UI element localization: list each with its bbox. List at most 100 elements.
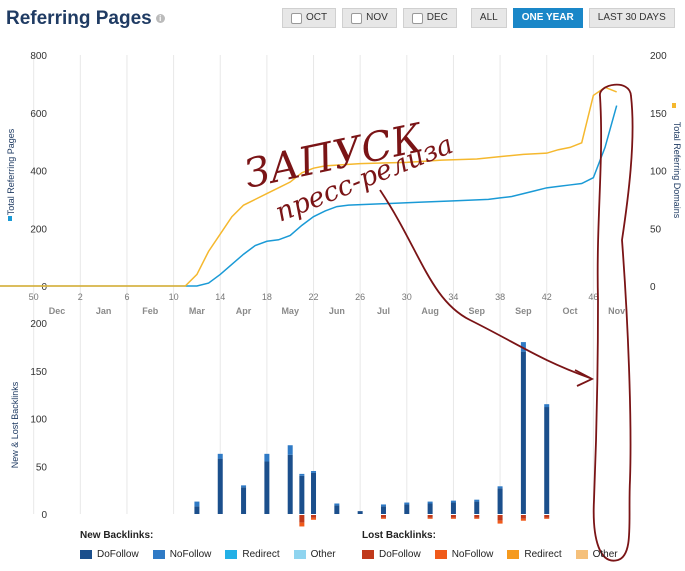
bar-lost-dofollow: [450, 515, 456, 518]
bar-new-nofollow: [544, 404, 550, 408]
lost-legend-item-dofollow[interactable]: DoFollow: [362, 549, 421, 560]
bar-tick-label: 50: [36, 462, 48, 473]
right-axis-swatch: [672, 103, 676, 108]
month-label: Jun: [329, 306, 345, 316]
bar-lost-nofollow: [497, 520, 503, 524]
bar-new-nofollow: [217, 453, 223, 459]
bar-new-nofollow: [474, 499, 480, 502]
new-backlinks-legend: New Backlinks: DoFollow NoFollow Redirect O…: [80, 530, 336, 560]
bar-axis-title: New & Lost Backlinks: [10, 381, 20, 468]
left-tick-label: 800: [30, 51, 47, 62]
range-toolbar: OCT NOV DEC ALL ONE YEAR LAST 30 DAYS: [282, 8, 675, 28]
right-tick-label: 200: [650, 51, 667, 62]
range-button-dec[interactable]: DEC: [402, 8, 457, 28]
bar-new-dofollow: [311, 472, 317, 514]
left-tick-label: 0: [41, 282, 47, 293]
range-button-label: OCT: [306, 12, 328, 23]
new-legend-title: New Backlinks:: [80, 530, 154, 541]
bar-lost-nofollow: [299, 522, 305, 527]
range-button-last-30-days[interactable]: LAST 30 DAYS: [588, 8, 675, 28]
checkbox-icon[interactable]: [411, 12, 423, 24]
annotation-arrow: [379, 189, 591, 379]
bar-new-nofollow: [241, 485, 247, 488]
bar-new-dofollow: [450, 502, 456, 514]
new-legend-item-nofollow[interactable]: NoFollow: [152, 549, 211, 560]
month-label: Jul: [377, 306, 390, 316]
bar-new-nofollow: [520, 342, 526, 352]
bar-new-dofollow: [334, 505, 340, 514]
legend-label: DoFollow: [379, 549, 421, 560]
range-button-label: DEC: [426, 12, 448, 23]
bar-new-nofollow: [194, 501, 200, 507]
bar-new-dofollow: [299, 475, 305, 514]
bar-new-dofollow: [357, 511, 363, 514]
range-button-label: NOV: [366, 12, 388, 23]
month-label: Sep: [515, 306, 532, 316]
week-tick-label: 34: [448, 292, 458, 302]
left-axis-title: Total Referring Pages: [6, 128, 16, 215]
right-axis-title: Total Referring Domains: [672, 122, 682, 219]
new-legend-item-other[interactable]: Other: [293, 549, 336, 560]
week-tick-label: 42: [542, 292, 552, 302]
bar-new-nofollow: [311, 471, 317, 473]
week-tick-label: 10: [169, 292, 179, 302]
bar-lost-nofollow: [474, 517, 480, 519]
lost-legend-title: Lost Backlinks:: [362, 530, 436, 541]
bar-tick-label: 150: [30, 367, 47, 378]
range-button-label: ONE YEAR: [521, 12, 574, 23]
checkbox-icon[interactable]: [291, 12, 302, 24]
new-legend-item-redirect[interactable]: Redirect: [225, 549, 280, 560]
bar-tick-label: 100: [30, 415, 47, 426]
legend-swatch: [293, 550, 306, 559]
lost-legend-item-redirect[interactable]: Redirect: [507, 549, 562, 560]
month-label: Mar: [189, 306, 206, 316]
page-title: Referring Pages i: [6, 8, 165, 30]
bar-lost-dofollow: [497, 515, 503, 521]
legend-swatch: [575, 550, 588, 559]
bar-lost-nofollow: [520, 518, 526, 521]
bar-lost-dofollow: [380, 515, 386, 518]
bar-new-dofollow: [241, 487, 247, 514]
month-label: Dec: [49, 306, 66, 316]
left-axis-swatch: [8, 216, 12, 221]
checkbox-icon[interactable]: [351, 12, 363, 24]
bar-lost-dofollow: [311, 515, 317, 518]
range-button-oct[interactable]: OCT: [282, 8, 337, 28]
bar-new-dofollow: [217, 458, 223, 514]
range-button-label: ALL: [479, 12, 498, 23]
bar-lost-nofollow: [544, 517, 550, 519]
bar-new-nofollow: [380, 504, 386, 507]
legend-swatch: [80, 550, 92, 559]
bar-new-nofollow: [287, 445, 293, 455]
bar-new-dofollow: [380, 506, 386, 514]
right-tick-label: 100: [650, 167, 667, 178]
month-label: Oct: [563, 306, 578, 316]
week-tick-label: 18: [262, 292, 272, 302]
range-button-nov[interactable]: NOV: [342, 8, 397, 28]
bar-new-dofollow: [404, 504, 410, 514]
bar-new-dofollow: [287, 454, 293, 514]
lost-legend-item-other[interactable]: Other: [575, 549, 618, 560]
bar-new-nofollow: [450, 500, 456, 503]
legend-swatch: [152, 550, 165, 559]
week-tick-label: 22: [309, 292, 319, 302]
bar-new-nofollow: [264, 453, 270, 462]
info-icon[interactable]: i: [155, 14, 165, 24]
bar-new-nofollow: [497, 486, 503, 489]
left-tick-label: 600: [30, 109, 47, 120]
legend-label: Redirect: [524, 549, 562, 560]
annotation-arrowhead: [574, 369, 595, 387]
bar-new-dofollow: [520, 351, 526, 514]
bar-new-dofollow: [264, 461, 270, 514]
annotation-oval: [592, 83, 634, 562]
lost-legend-item-nofollow[interactable]: NoFollow: [434, 549, 493, 560]
new-legend-item-dofollow[interactable]: DoFollow: [80, 549, 139, 560]
range-button-one-year[interactable]: ONE YEAR: [512, 8, 583, 28]
range-button-all[interactable]: ALL: [470, 8, 507, 28]
week-tick-label: 30: [402, 292, 412, 302]
week-tick-label: 26: [355, 292, 365, 302]
referring-domains-line: [0, 86, 617, 287]
legend-label: Redirect: [242, 549, 280, 560]
bar-lost-dofollow: [299, 515, 305, 523]
